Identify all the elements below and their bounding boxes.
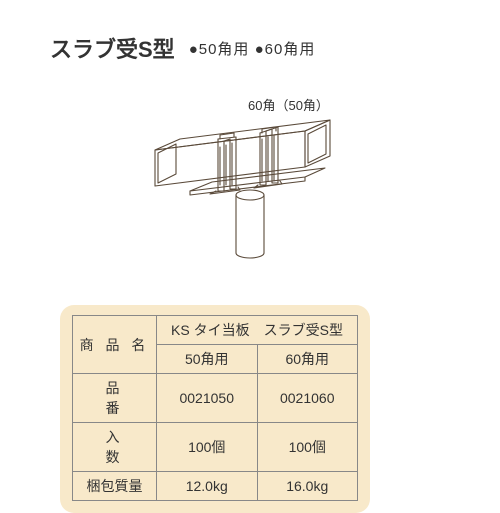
cell-weight-a: 12.0kg [157,472,258,501]
cell-qty-label: 入 数 [73,423,157,472]
page-subtitle: ●50角用 ●60角用 [189,38,316,59]
diagram-label: 60角（50角） [248,95,329,114]
cell-name-value: KS タイ当板 スラブ受S型 [157,316,358,345]
cell-qty-a: 100個 [157,423,258,472]
page-title: スラブ受S型 [50,32,175,64]
cell-code-b: 0021060 [257,374,358,423]
cell-weight-label: 梱包質量 [73,472,157,501]
table-row: 入 数 100個 100個 [73,423,358,472]
spec-table-container: 商 品 名 KS タイ当板 スラブ受S型 50角用 60角用 品 番 00210… [60,305,370,513]
bracket-illustration [120,95,380,265]
cell-variant-a: 50角用 [157,345,258,374]
table-row: 商 品 名 KS タイ当板 スラブ受S型 [73,316,358,345]
header: スラブ受S型 ●50角用 ●60角用 [50,32,315,64]
cell-variant-b: 60角用 [257,345,358,374]
table-row: 梱包質量 12.0kg 16.0kg [73,472,358,501]
spec-table: 商 品 名 KS タイ当板 スラブ受S型 50角用 60角用 品 番 00210… [72,315,358,501]
cell-code-a: 0021050 [157,374,258,423]
cell-code-label: 品 番 [73,374,157,423]
cell-weight-b: 16.0kg [257,472,358,501]
cell-name-label: 商 品 名 [73,316,157,374]
table-row: 品 番 0021050 0021060 [73,374,358,423]
product-diagram: 60角（50角） [120,95,380,265]
cell-qty-b: 100個 [257,423,358,472]
